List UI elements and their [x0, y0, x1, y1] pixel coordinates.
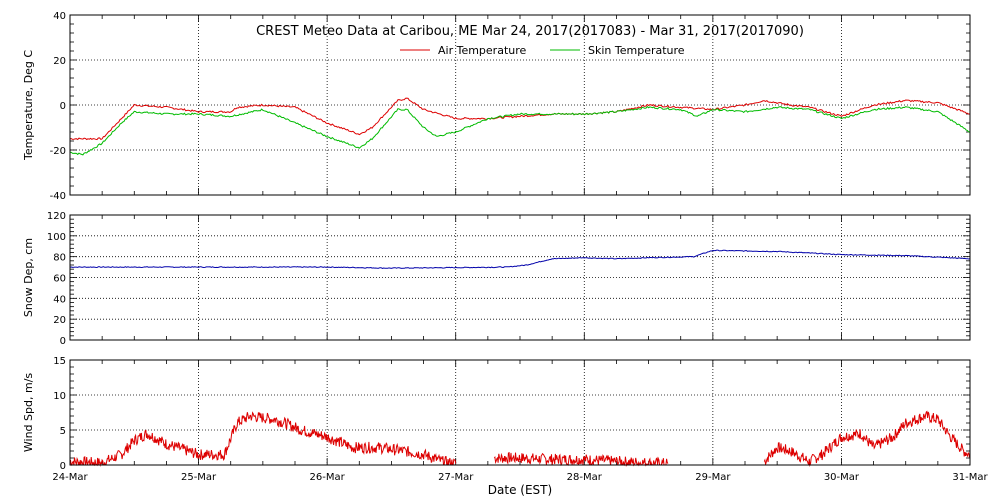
y-tick-label: -40 [50, 191, 66, 202]
legend-air-label: Air Temperature [438, 44, 527, 57]
x-tick-label: 25-Mar [181, 472, 217, 483]
y-tick-label: 100 [47, 232, 66, 243]
x-tick-label: 26-Mar [310, 472, 346, 483]
y-tick-label: 20 [53, 315, 66, 326]
x-tick-label: 24-Mar [52, 472, 88, 483]
y-tick-label: 40 [53, 11, 66, 22]
y-tick-label: 0 [60, 101, 66, 112]
series-line-0-0 [69, 97, 971, 141]
y-tick-label: 0 [60, 461, 66, 472]
plot-frame [69, 214, 971, 341]
y-tick-label: 20 [53, 56, 66, 67]
y-tick-label: 40 [53, 294, 66, 305]
series-line-2-0 [69, 411, 457, 467]
y-tick-label: 15 [53, 356, 66, 367]
y-tick-label: 80 [53, 253, 66, 264]
series-line-2-0 [763, 410, 971, 467]
y-tick-label: 60 [53, 274, 66, 285]
chart-title: CREST Meteo Data at Caribou, ME Mar 24, … [256, 24, 804, 39]
legend-skin-label: Skin Temperature [588, 44, 685, 57]
plot-frame [69, 14, 971, 196]
y-tick-label: 10 [53, 391, 66, 402]
y-tick-label: 5 [60, 426, 66, 437]
y-axis-label: Temperature, Deg C [22, 50, 35, 161]
x-tick-label: 29-Mar [695, 472, 731, 483]
x-axis-label: Date (EST) [488, 483, 552, 497]
panel-0: -40 -20 0 20 40 Temperature, Deg C [22, 11, 971, 202]
x-tick-label: 30-Mar [824, 472, 860, 483]
panel-1: 0 20 40 60 80 100 120 Snow Dep, cm [22, 211, 971, 347]
x-tick-label: 31-Mar [952, 472, 988, 483]
legend: Air Temperature Skin Temperature [400, 44, 685, 57]
y-tick-label: 0 [60, 336, 66, 347]
plot-frame [69, 359, 971, 466]
y-tick-label: -20 [50, 146, 66, 157]
series-line-0-1 [69, 105, 971, 156]
y-axis-label: Snow Dep, cm [22, 238, 35, 317]
series-line-1-0 [69, 249, 971, 269]
x-tick-labels: 24-Mar 25-Mar 26-Mar 27-Mar 28-Mar 29-Mar 30-M… [52, 472, 988, 483]
y-axis-label: Wind Spd, m/s [22, 373, 35, 453]
x-tick-label: 28-Mar [567, 472, 603, 483]
panel-2: 0 5 10 15 Wind Spd, m/s [22, 356, 971, 472]
x-tick-label: 27-Mar [438, 472, 474, 483]
y-tick-label: 120 [47, 211, 66, 222]
